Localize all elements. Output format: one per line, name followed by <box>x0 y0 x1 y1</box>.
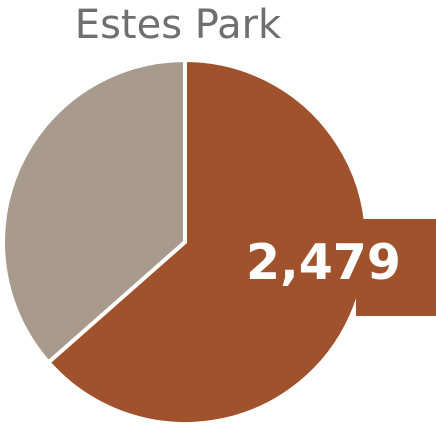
pie-slice-1 <box>1 58 187 365</box>
chart-title: Estes Park <box>74 2 282 48</box>
pie-slices <box>1 58 369 424</box>
data-label-box <box>356 219 436 316</box>
data-label: 2,479 <box>246 234 401 291</box>
pie-slice-0 <box>46 58 369 424</box>
